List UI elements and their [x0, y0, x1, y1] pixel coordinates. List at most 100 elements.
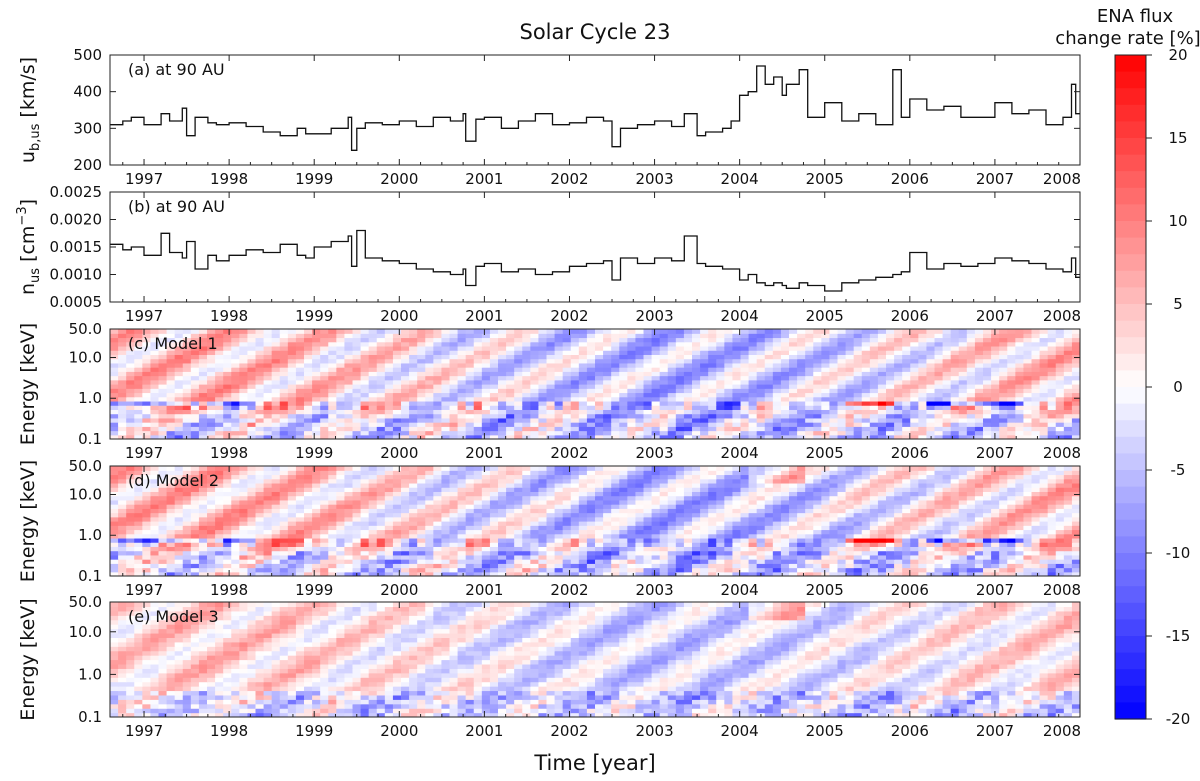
heatmap-cell [1015, 409, 1025, 415]
heatmap-cell [595, 434, 604, 439]
heatmap-cell [942, 559, 952, 564]
heatmap-cell [1023, 533, 1033, 539]
heatmap-cell [530, 396, 540, 402]
heatmap-cell [974, 422, 984, 427]
heatmap-cell [595, 426, 604, 432]
heatmap-cell [126, 413, 135, 419]
heatmap-cell [320, 426, 329, 432]
heatmap-cell [934, 426, 944, 432]
heatmap-cell [263, 337, 273, 343]
heatmap-cell [433, 405, 443, 410]
heatmap-cell [635, 384, 645, 389]
heatmap-cell [974, 400, 984, 406]
x-tick-label: 2002 [550, 307, 588, 325]
heatmap-cell [821, 379, 831, 385]
heatmap-cell [926, 388, 936, 394]
heatmap-cell [837, 396, 847, 402]
heatmap-cell [506, 521, 515, 526]
heatmap-cell [570, 529, 580, 535]
heatmap-cell [578, 417, 588, 423]
heatmap-cell [239, 384, 249, 389]
heatmap-cell [845, 525, 855, 531]
heatmap-cell [902, 350, 911, 355]
heatmap-cell [263, 379, 273, 385]
heatmap-cell [554, 333, 564, 339]
heatmap-cell [1055, 542, 1065, 547]
heatmap-cell [926, 371, 936, 377]
heatmap-cell [215, 400, 224, 406]
heatmap-cell [627, 337, 637, 343]
heatmap-cell [530, 333, 540, 339]
heatmap-cell [554, 405, 564, 410]
heatmap-cell [999, 430, 1008, 436]
panel-frame [109, 191, 1081, 303]
heatmap-cell [433, 350, 443, 355]
heatmap-cell [877, 384, 887, 389]
heatmap-cell [708, 367, 717, 372]
heatmap-cell [853, 525, 863, 531]
heatmap-cell [465, 434, 475, 439]
heatmap-cell [514, 529, 523, 535]
heatmap-cell [805, 341, 814, 347]
heatmap-cell [942, 567, 952, 573]
heatmap-cell [457, 533, 467, 539]
heatmap-cell [821, 362, 831, 368]
heatmap-cell [142, 554, 152, 560]
heatmap-cell [142, 337, 152, 343]
heatmap-cell [409, 379, 418, 385]
heatmap-cell [999, 367, 1008, 372]
heatmap-cell [861, 396, 871, 402]
heatmap-cell [692, 388, 701, 394]
heatmap-cell [578, 542, 588, 547]
heatmap-cell [724, 405, 734, 410]
heatmap-cell [150, 405, 160, 410]
heatmap-cell [991, 358, 1000, 364]
heatmap-cell [384, 571, 394, 576]
heatmap-cell [603, 345, 612, 351]
heatmap-cell [352, 329, 362, 334]
heatmap-cell [215, 417, 224, 423]
heatmap-cell [635, 434, 645, 439]
heatmap-cell [247, 392, 257, 398]
colorbar-band [1115, 619, 1146, 637]
heatmap-cell [926, 345, 936, 351]
heatmap-cell [958, 388, 968, 394]
heatmap-cell [603, 354, 612, 360]
heatmap-cell [506, 422, 515, 427]
heatmap-cell [869, 350, 879, 355]
heatmap-cell [578, 329, 588, 334]
heatmap-cell [595, 554, 604, 560]
heatmap-cell [368, 571, 378, 576]
heatmap-cell [1031, 413, 1041, 419]
heatmap-cell [215, 345, 224, 351]
heatmap-cell [562, 350, 572, 355]
heatmap-cell [320, 563, 329, 569]
heatmap-cell [498, 345, 507, 351]
heatmap-cell [595, 533, 604, 539]
heatmap-cell [700, 521, 709, 526]
heatmap-cell [918, 422, 928, 427]
heatmap-cell [700, 350, 709, 355]
heatmap-cell [910, 337, 919, 343]
heatmap-cell [514, 384, 523, 389]
heatmap-cell [1023, 388, 1033, 394]
heatmap-cell [603, 413, 612, 419]
heatmap-cell [780, 546, 790, 552]
heatmap-cell [223, 426, 232, 432]
heatmap-cell [886, 375, 895, 381]
heatmap-cell [821, 521, 831, 526]
heatmap-cell [182, 563, 192, 569]
heatmap-cell [950, 426, 960, 432]
heatmap-cell [489, 379, 499, 385]
heatmap-cell [950, 384, 960, 389]
heatmap-cell [1007, 550, 1016, 556]
heatmap-cell [1071, 329, 1080, 334]
heatmap-cell [659, 563, 669, 569]
heatmap-cell [797, 375, 806, 381]
heatmap-cell [861, 529, 871, 535]
heatmap-cell [724, 550, 734, 556]
heatmap-cell [934, 546, 944, 552]
heatmap-cell [829, 563, 839, 569]
heatmap-cell [360, 426, 370, 432]
heatmap-cell [869, 392, 879, 398]
